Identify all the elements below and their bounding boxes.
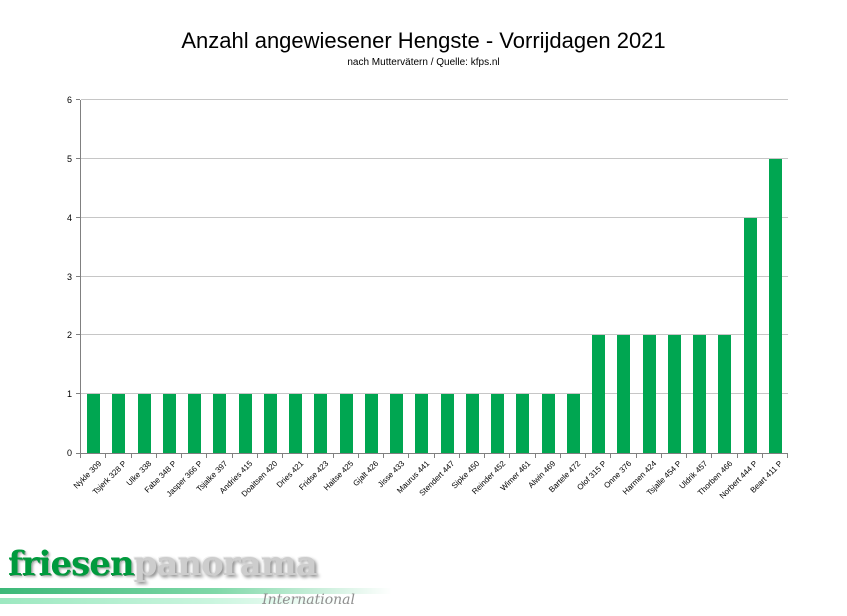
- bar: [592, 335, 606, 453]
- logo-tagline-text: International: [262, 592, 355, 608]
- logo-friesen-text: friesen: [8, 544, 135, 584]
- bar: [112, 394, 126, 453]
- bar: [339, 394, 353, 453]
- bar: [162, 394, 176, 453]
- x-axis-tick: [80, 454, 81, 458]
- bar: [440, 394, 454, 453]
- gridline: [81, 216, 788, 218]
- x-axis-tick: [206, 454, 207, 458]
- y-axis-label: 0: [66, 448, 72, 458]
- y-axis-label: 4: [66, 212, 72, 223]
- bar: [718, 335, 732, 453]
- x-axis-tick: [282, 454, 283, 458]
- x-axis-tick: [762, 454, 763, 458]
- y-axis-tick: [76, 99, 80, 100]
- bar: [667, 335, 681, 453]
- x-axis-tick: [585, 454, 586, 458]
- bar: [465, 394, 479, 453]
- x-axis-tick: [307, 454, 308, 458]
- x-axis-tick: [484, 454, 485, 458]
- y-axis-tick: [76, 334, 80, 336]
- gridline: [81, 157, 788, 159]
- x-axis-tick: [181, 454, 182, 458]
- x-axis-tick: [661, 454, 662, 458]
- logo: friesenpanorama International: [0, 544, 420, 616]
- y-axis-tick: [76, 275, 80, 277]
- logo-stripe-bottom: [0, 598, 348, 604]
- bar: [415, 394, 429, 453]
- x-axis-tick: [434, 454, 435, 458]
- y-axis-label: 1: [66, 389, 72, 400]
- y-axis-tick: [76, 453, 80, 454]
- gridline: [81, 275, 788, 277]
- x-axis-tick: [131, 454, 132, 458]
- y-axis-label: 6: [66, 95, 72, 105]
- y-axis-tick: [76, 157, 80, 159]
- gridline: [81, 99, 788, 100]
- plot-area: [80, 99, 788, 454]
- x-axis-tick: [156, 454, 157, 458]
- x-axis-tick: [509, 454, 510, 458]
- bar: [390, 394, 404, 453]
- x-axis-tick: [333, 454, 334, 458]
- x-axis-tick: [636, 454, 637, 458]
- x-axis-tick: [535, 454, 536, 458]
- chart-subtitle: nach Muttervätern / Quelle: kfps.nl: [347, 57, 500, 68]
- x-axis-tick: [737, 454, 738, 458]
- bar: [768, 158, 782, 453]
- x-axis-tick: [383, 454, 384, 458]
- x-axis-tick: [232, 454, 233, 458]
- bar: [516, 394, 530, 453]
- logo-stripe-top: [0, 588, 392, 594]
- bar: [263, 394, 277, 453]
- bar: [314, 394, 328, 453]
- x-axis-tick: [459, 454, 460, 458]
- gridline: [81, 334, 788, 336]
- chart-title: Anzahl angewiesener Hengste - Vorrijdage…: [181, 28, 666, 53]
- bar: [617, 335, 631, 453]
- bar: [743, 217, 757, 453]
- y-axis-label: 2: [66, 330, 72, 341]
- x-axis-tick: [560, 454, 561, 458]
- gridline: [81, 393, 788, 395]
- y-axis-label: 5: [66, 153, 72, 164]
- x-axis-tick: [711, 454, 712, 458]
- x-axis-tick: [257, 454, 258, 458]
- y-axis-tick: [76, 393, 80, 395]
- x-axis-tick: [105, 454, 106, 458]
- bar: [213, 394, 227, 453]
- bar: [364, 394, 378, 453]
- bar: [491, 394, 505, 453]
- x-axis-tick: [408, 454, 409, 458]
- y-axis-label: 3: [66, 271, 72, 282]
- bar: [238, 394, 252, 453]
- y-axis-tick: [76, 216, 80, 218]
- x-axis-tick: [610, 454, 611, 458]
- bar: [188, 394, 202, 453]
- x-axis-tick: [686, 454, 687, 458]
- bar: [289, 394, 303, 453]
- logo-panorama-text: panorama: [133, 544, 318, 584]
- logo-wordmark: friesenpanorama: [8, 544, 318, 584]
- bar: [87, 394, 101, 453]
- bar: [137, 394, 151, 453]
- bar: [693, 335, 707, 453]
- bar: [566, 394, 580, 453]
- x-axis-tick: [787, 454, 788, 458]
- x-axis-tick: [358, 454, 359, 458]
- bar: [541, 394, 555, 453]
- bar: [642, 335, 656, 453]
